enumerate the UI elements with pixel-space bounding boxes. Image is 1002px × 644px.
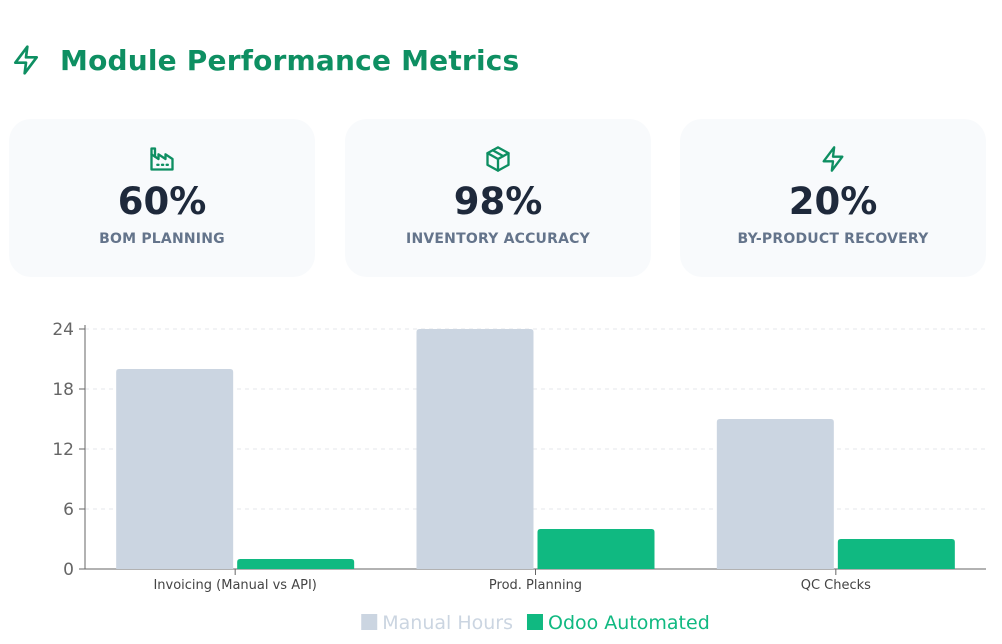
- metric-card-by-product-recovery: 20% BY-PRODUCT RECOVERY: [680, 119, 986, 277]
- y-tick-label: 24: [52, 320, 74, 340]
- bar-manual-hours: [416, 329, 534, 569]
- x-tick-label: Prod. Planning: [489, 578, 582, 593]
- legend-swatch: [526, 614, 543, 630]
- legend-swatch: [361, 614, 378, 630]
- legend-label: Odoo Automated: [548, 612, 710, 634]
- metric-card-inventory-accuracy: 98% INVENTORY ACCURACY: [345, 119, 651, 277]
- bar-manual-hours: [116, 369, 234, 569]
- metric-value: 98%: [453, 180, 543, 223]
- lightning-icon: [819, 145, 847, 173]
- bar-chart: 0 6 12 18 24 Invoicing (Manual vs API) Prod. P…: [52, 320, 986, 634]
- legend-label: Manual Hours: [382, 612, 513, 634]
- x-tick-label: Invoicing (Manual vs API): [153, 578, 316, 593]
- page-header: Module Performance Metrics: [10, 40, 519, 80]
- bar-odoo-automated: [537, 529, 655, 569]
- metric-card-bom-planning: 60% BOM PLANNING: [9, 119, 315, 277]
- metric-value: 60%: [117, 180, 207, 223]
- legend-item[interactable]: Manual Hours: [361, 612, 513, 634]
- factory-icon: [148, 145, 176, 173]
- y-tick-label: 6: [63, 500, 74, 520]
- metric-value: 20%: [788, 180, 878, 223]
- bar-odoo-automated: [237, 559, 355, 569]
- page-title: Module Performance Metrics: [60, 43, 520, 77]
- y-tick-label: 12: [52, 440, 74, 460]
- bar-manual-hours: [716, 419, 834, 569]
- metric-label: BY-PRODUCT RECOVERY: [737, 231, 929, 247]
- metric-label: INVENTORY ACCURACY: [406, 231, 590, 247]
- package-icon: [484, 145, 512, 173]
- x-tick-label: QC Checks: [801, 578, 871, 593]
- lightning-icon: [10, 44, 42, 76]
- y-tick-label: 18: [52, 380, 74, 400]
- y-tick-label: 0: [63, 560, 74, 580]
- bar-odoo-automated: [837, 539, 955, 569]
- legend-item[interactable]: Odoo Automated: [526, 612, 710, 634]
- metric-label: BOM PLANNING: [99, 231, 225, 247]
